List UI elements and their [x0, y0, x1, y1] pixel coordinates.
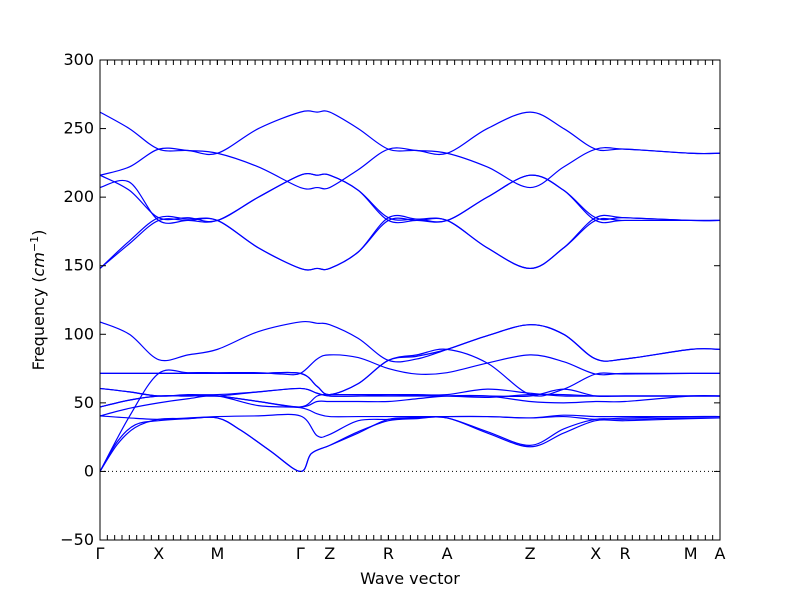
- y-axis-label: Frequency (cm−1): [28, 230, 49, 371]
- kpoint-label: A: [442, 544, 453, 563]
- y-axis-label-exponent: −1: [28, 236, 41, 252]
- kpoint-label: M: [210, 544, 224, 563]
- y-tick-label: 50: [74, 393, 94, 412]
- x-axis-label: Wave vector: [360, 569, 460, 588]
- kpoint-label: Z: [525, 544, 536, 563]
- y-tick-label: 100: [63, 324, 94, 343]
- band-line-6: [99, 394, 720, 408]
- kpoint-label: X: [590, 544, 601, 563]
- kpoint-label: M: [684, 544, 698, 563]
- y-tick-label: −50: [60, 530, 94, 549]
- y-axis-label-unit: cm: [29, 252, 48, 276]
- bands-layer: [99, 110, 721, 473]
- y-tick-label: 0: [84, 461, 94, 480]
- kpoint-label: R: [383, 544, 394, 563]
- band-line-15: [99, 172, 720, 224]
- band-line-14: [99, 217, 720, 271]
- band-line-13: [99, 214, 720, 271]
- kpoint-label: Γ: [296, 544, 305, 563]
- band-line-11: [99, 324, 720, 396]
- y-tick-label: 200: [63, 187, 94, 206]
- band-line-4: [99, 413, 720, 438]
- band-line-12: [99, 320, 720, 363]
- band-line-2: [99, 416, 721, 473]
- band-line-16: [99, 172, 720, 223]
- kpoint-label: Z: [324, 544, 335, 563]
- y-tick-label: 150: [63, 256, 94, 275]
- band-line-18: [99, 110, 720, 156]
- y-tick-label: 300: [63, 50, 94, 69]
- y-axis-label-text: Frequency (: [29, 276, 48, 370]
- band-line-9: [99, 387, 720, 397]
- kpoint-label: A: [715, 544, 726, 563]
- kpoint-label: Γ: [96, 544, 105, 563]
- kpoint-label: R: [619, 544, 630, 563]
- band-line-3: [99, 416, 720, 473]
- kpoint-label: X: [153, 544, 164, 563]
- y-axis: −50 0 50 100 150 200 250 300: [60, 50, 720, 549]
- y-tick-label: 250: [63, 119, 94, 138]
- band-line-1: [99, 354, 720, 472]
- plot-frame: [99, 59, 721, 541]
- y-axis-label-close: ): [29, 230, 48, 236]
- band-line-5: [99, 395, 720, 419]
- band-line-17: [99, 147, 720, 190]
